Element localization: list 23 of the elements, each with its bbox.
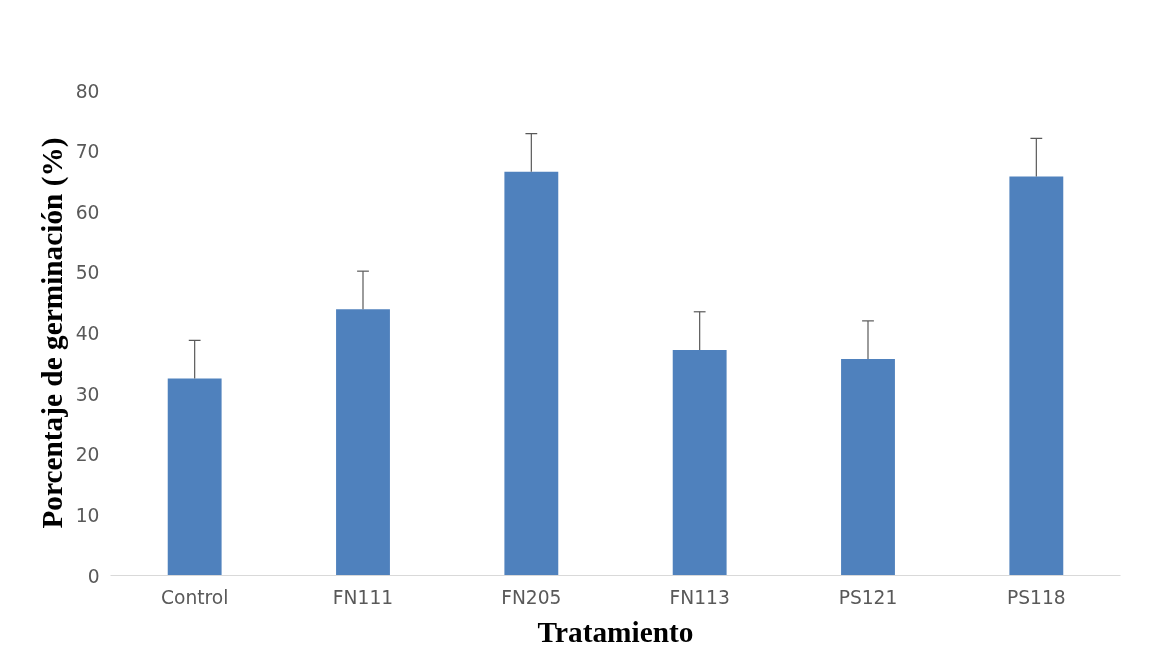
- y-tick-label: 20: [75, 444, 100, 466]
- y-axis-title: Porcentaje de germinación (%): [35, 137, 69, 529]
- y-tick-label: 0: [87, 565, 100, 587]
- x-tick-label: FN205: [501, 586, 562, 608]
- y-tick-label: 50: [75, 262, 100, 284]
- x-tick-label: PS121: [838, 586, 898, 608]
- bar: [167, 378, 222, 576]
- y-tick-label: 80: [75, 80, 100, 102]
- x-tick-label: FN111: [332, 586, 394, 608]
- bar: [1009, 176, 1064, 576]
- x-tick-label: Control: [160, 586, 229, 608]
- bar: [672, 349, 727, 576]
- y-tick-label: 30: [75, 383, 100, 405]
- x-tick-label: FN113: [669, 586, 730, 608]
- x-axis-title: Tratamiento: [537, 615, 694, 648]
- bar: [841, 359, 895, 576]
- bar: [504, 171, 559, 576]
- y-tick-label: 40: [75, 323, 100, 344]
- y-tick-label: 10: [75, 504, 100, 526]
- y-tick-label: 60: [75, 201, 100, 223]
- y-tick-label: 70: [75, 141, 100, 163]
- bar: [336, 309, 390, 576]
- x-tick-label: PS118: [1006, 586, 1066, 608]
